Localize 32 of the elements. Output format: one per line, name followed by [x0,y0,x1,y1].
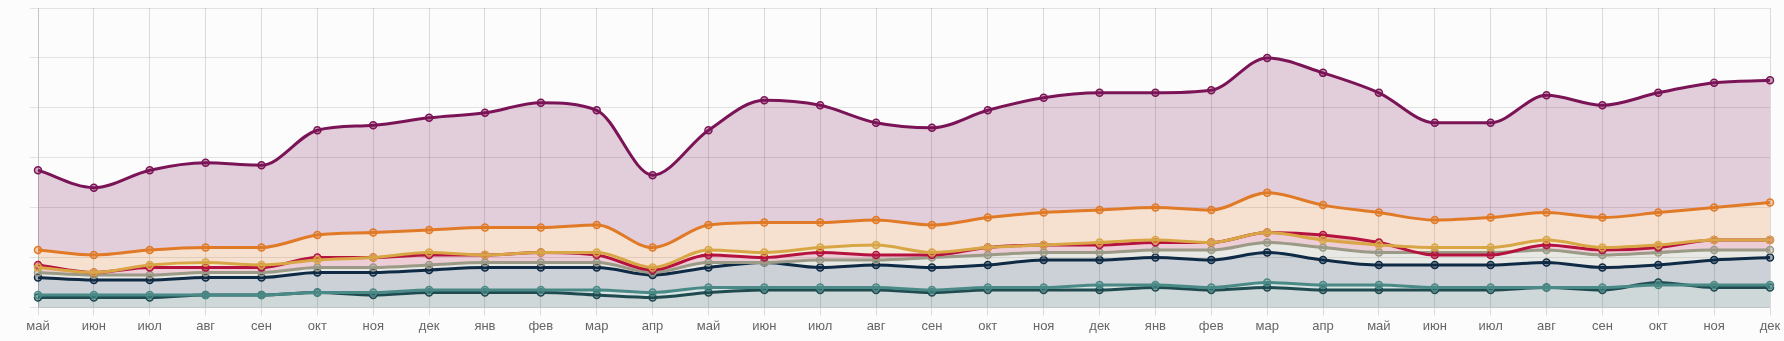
x-tick-label: сен [921,317,943,333]
x-tick-label: янв [1144,317,1167,333]
x-tick-label: апр [641,317,664,333]
x-tick-label: фев [528,317,554,333]
x-tick-label: дек [1089,317,1111,333]
x-tick-label: окт [978,317,998,333]
x-tick-label: мар [1255,317,1279,333]
x-tick-label: июл [1478,317,1503,333]
x-tick-label: июн [81,317,106,333]
x-tick-label: фев [1198,317,1224,333]
x-tick-label: июл [808,317,833,333]
x-tick-label: мар [585,317,609,333]
x-tick-label: ноя [1032,317,1055,333]
x-tick-label: май [696,317,721,333]
x-tick-label: сен [251,317,272,333]
x-tick-label: окт [1648,317,1668,333]
x-tick-label: ноя [362,317,384,333]
x-tick-label: окт [307,317,327,333]
x-tick-label: авг [866,317,886,333]
x-tick-label: ноя [1703,317,1725,333]
x-tick-label: июл [137,317,162,333]
x-tick-label: май [1367,317,1391,333]
x-tick-label: дек [1759,317,1781,333]
x-tick-label: авг [196,317,216,333]
x-tick-label: май [26,317,50,333]
x-tick-label: янв [474,317,496,333]
x-tick-label: июн [752,317,777,333]
x-tick-label: июн [1422,317,1447,333]
x-tick-label: сен [1591,317,1613,333]
x-tick-label: авг [1537,317,1557,333]
x-tick-label: дек [418,317,440,333]
x-tick-label: апр [1312,317,1334,333]
